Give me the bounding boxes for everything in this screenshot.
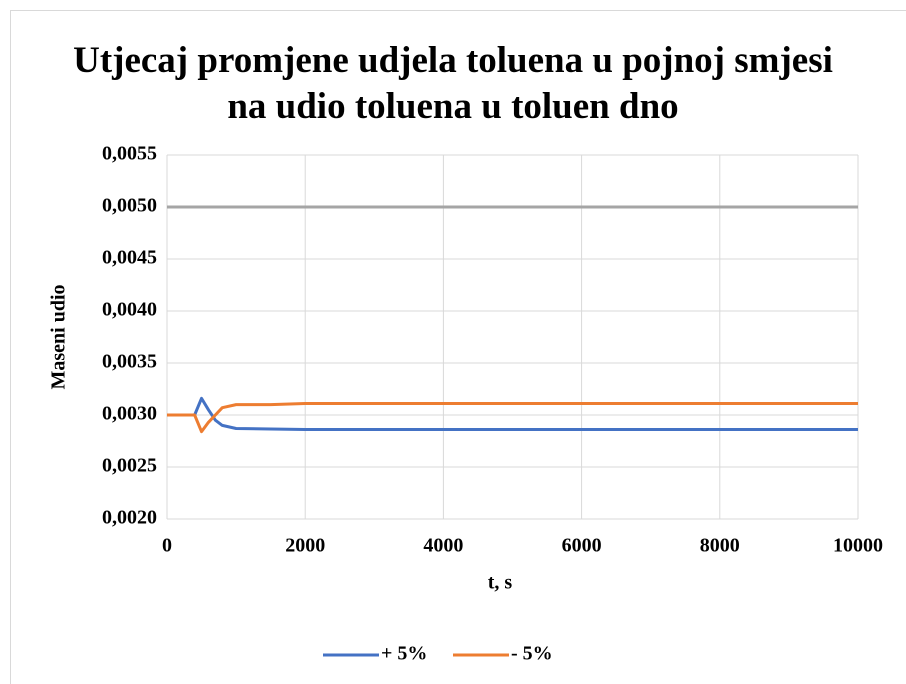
y-tick-label: 0,0055 [102,143,157,165]
series-line [167,402,858,434]
y-tick-label: 0,0025 [102,455,157,477]
y-tick-label: 0,0035 [102,351,157,373]
x-tick-label: 0 [162,535,172,557]
x-tick-label: 8000 [700,535,740,557]
y-tick-label: 0,0050 [102,195,157,217]
y-axis-label: Maseni udio [48,284,70,389]
chart-title: Utjecaj promjene udjela toluena u pojnoj… [73,40,833,127]
legend-label: - 5% [511,643,553,665]
x-tick-label: 4000 [423,535,463,557]
y-tick-label: 0,0040 [102,299,157,321]
y-tick-label: 0,0045 [102,247,157,269]
x-tick-label: 2000 [285,535,325,557]
legend-label: + 5% [381,643,427,665]
x-tick-label: 10000 [833,535,883,557]
chart-border [10,10,906,684]
x-axis-label: t, s [488,572,513,594]
x-tick-label: 6000 [562,535,602,557]
series-line [167,396,858,432]
y-tick-label: 0,0030 [102,403,157,425]
y-tick-label: 0,0020 [102,507,157,529]
